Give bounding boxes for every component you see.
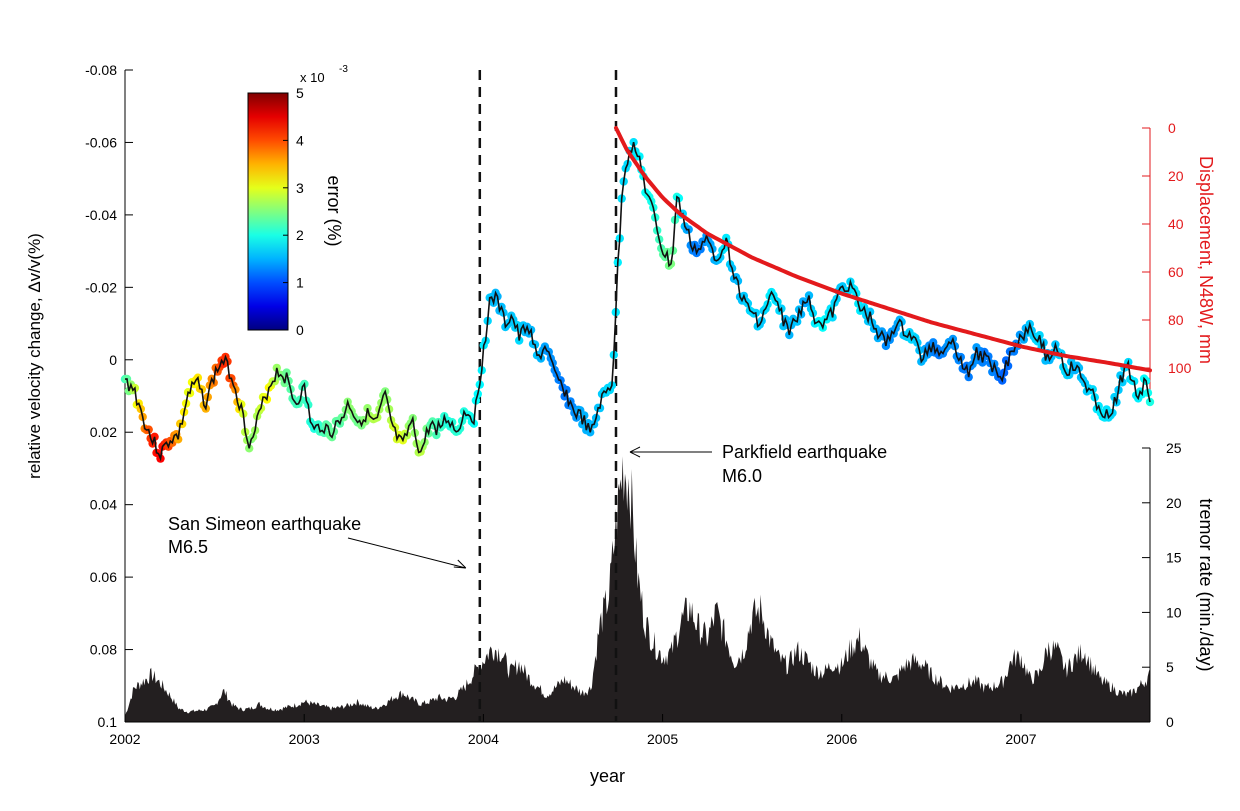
displacement-tick-label: 0 (1168, 120, 1176, 136)
colorbar-tick-label: 4 (296, 132, 304, 148)
axes-group: -0.08 -0.06 -0.04 -0.02 0 0.02 0.04 0.06 0.08 0.1… (85, 62, 1191, 747)
displacement-series-group (614, 126, 1152, 373)
x-tick-label: 2006 (826, 731, 857, 747)
colorbar-title: error (%) (324, 176, 344, 247)
annotation-parkfield-magnitude: M6.0 (722, 466, 762, 486)
labels-group: year relative velocity change, Δv/v(%) Dis… (25, 156, 1216, 786)
annotation-san-simeon-arrow (347, 537, 466, 569)
colorbar-exponent: x 10 (300, 70, 325, 85)
tremor-tick-label: 10 (1166, 604, 1182, 620)
displacement-tick-label: 40 (1168, 216, 1184, 232)
tremor-tick-label: 5 (1166, 659, 1174, 675)
left-tick-label: 0.02 (90, 424, 117, 440)
left-tick-label: 0.08 (90, 642, 117, 658)
tremor-axis-title: tremor rate (min./day) (1196, 498, 1216, 671)
left-tick-label: 0.04 (90, 497, 117, 513)
colorbar-exponent-power: -3 (339, 64, 348, 75)
displacement-axis-title: Displacement, N48W, mm (1196, 156, 1216, 364)
x-tick-label: 2004 (468, 731, 499, 747)
tremor-tick-label: 20 (1166, 495, 1182, 511)
displacement-tick-label: 80 (1168, 312, 1184, 328)
displacement-curve (614, 126, 1152, 373)
annotation-san-simeon-magnitude: M6.5 (168, 537, 208, 557)
x-tick-label: 2002 (109, 731, 140, 747)
tremor-tick-label: 25 (1166, 440, 1182, 456)
annotation-san-simeon-arrowhead (453, 559, 467, 569)
left-tick-label: 0.06 (90, 569, 117, 585)
annotation-parkfield-arrowhead (629, 446, 641, 458)
left-tick-label: 0 (109, 352, 117, 368)
annotation-san-simeon-title: San Simeon earthquake (168, 514, 361, 534)
colorbar-tick-label: 2 (296, 227, 304, 243)
x-tick-label: 2003 (289, 731, 320, 747)
left-tick-label: 0.1 (98, 714, 118, 730)
x-tick-label: 2005 (647, 731, 678, 747)
x-axis-title: year (590, 766, 625, 786)
left-tick-label: -0.06 (85, 134, 117, 150)
x-tick-label: 2007 (1005, 731, 1036, 747)
velocity-series-group (120, 138, 1155, 463)
displacement-tick-label: 20 (1168, 168, 1184, 184)
annotation-parkfield-title: Parkfield earthquake (722, 442, 887, 462)
velocity-line (124, 142, 1151, 462)
displacement-tick-label: 100 (1168, 360, 1192, 376)
event-lines-group (478, 70, 618, 722)
left-tick-label: -0.08 (85, 62, 117, 78)
tremor-area-group (125, 456, 1150, 722)
displacement-tick-label: 60 (1168, 264, 1184, 280)
left-axis-title: relative velocity change, Δv/v(%) (25, 233, 44, 479)
left-tick-label: -0.04 (85, 207, 117, 223)
colorbar-tick-label: 0 (296, 322, 304, 338)
tremor-rate-area (125, 456, 1150, 722)
colorbar-group: 0 1 2 3 4 5x 10 -3 error (%) (247, 64, 348, 338)
colorbar-tick-label: 1 (296, 275, 304, 291)
colorbar-tick-label: 3 (296, 180, 304, 196)
left-tick-label: -0.02 (85, 279, 117, 295)
colorbar-tick-label: 5 (296, 85, 304, 101)
tremor-tick-label: 0 (1166, 714, 1174, 730)
tremor-tick-label: 15 (1166, 550, 1182, 566)
colorbar (247, 92, 289, 331)
